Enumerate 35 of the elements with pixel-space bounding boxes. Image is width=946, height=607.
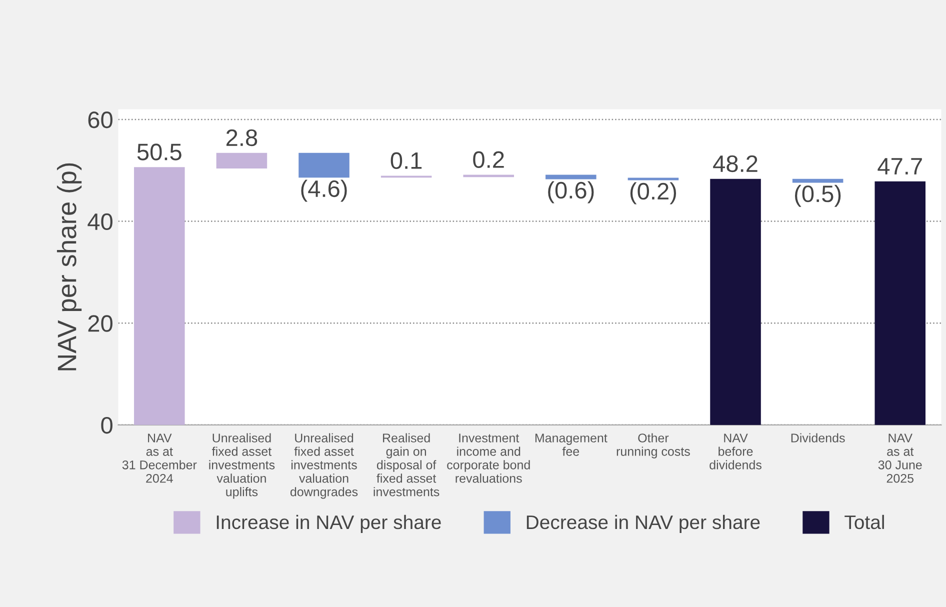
legend-label: Increase in NAV per share xyxy=(216,514,441,533)
data-label: 48.2 xyxy=(713,155,758,172)
y-axis-title: NAV per share (p) xyxy=(56,163,82,370)
data-label: (0.6) xyxy=(548,181,594,204)
data-label: (4.6) xyxy=(301,180,347,202)
data-label: 50.5 xyxy=(137,144,182,160)
data-label: 0.2 xyxy=(473,151,504,168)
y-tick-label: 40 xyxy=(88,213,112,230)
x-tick-label: Realised gain on disposal of fixed asset investments xyxy=(374,433,440,496)
y-tick-label: 60 xyxy=(88,112,112,128)
x-tick-label: Management fee xyxy=(535,434,608,456)
x-tick-label: NAV before dividends xyxy=(710,434,762,470)
data-label: (0.2) xyxy=(630,182,676,204)
x-tick-label: Dividends xyxy=(791,433,845,442)
bar xyxy=(792,178,844,183)
x-tick-label: Other running costs xyxy=(616,433,690,458)
x-tick-label: NAV as at 31 December 2024 xyxy=(122,434,197,483)
data-label: (0.5) xyxy=(795,184,841,207)
bar xyxy=(134,167,185,425)
x-tick-label: Unrealised fixed asset investments valuation uplifts xyxy=(209,433,275,499)
y-tick-label: 20 xyxy=(88,315,112,332)
x-tick-label: NAV as at 30 June 2025 xyxy=(878,434,922,483)
data-label: 2.8 xyxy=(226,129,258,146)
data-label: 47.7 xyxy=(878,158,922,174)
x-tick-label: Investment income and corporate bond revaluations xyxy=(447,434,530,483)
x-tick-label: Unrealised fixed asset investments valuation downgrades xyxy=(290,433,358,499)
legend-label: Decrease in NAV per share xyxy=(526,514,760,533)
legend-label: Total xyxy=(844,514,884,530)
bar xyxy=(216,152,268,168)
bar xyxy=(298,152,350,178)
bar xyxy=(874,181,926,425)
bar xyxy=(546,174,596,180)
bar xyxy=(710,178,761,425)
data-label: 0.1 xyxy=(390,152,422,170)
y-tick-label: 0 xyxy=(101,416,112,434)
